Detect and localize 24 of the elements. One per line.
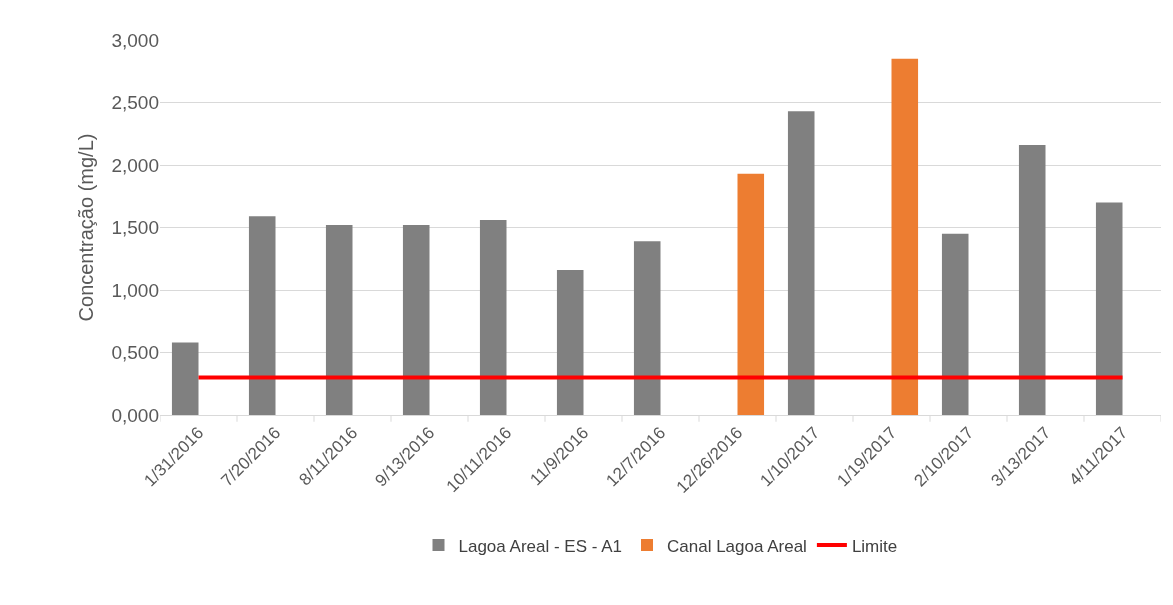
y-tick-label: 0,500: [111, 342, 159, 364]
bar: [891, 58, 919, 415]
bar: [1095, 202, 1123, 415]
bar: [556, 270, 584, 415]
bar: [787, 111, 815, 415]
y-tick-label: 3,000: [111, 29, 159, 51]
y-tick-label: 2,000: [111, 154, 159, 176]
y-tick-label: 2,500: [111, 92, 159, 114]
bar: [633, 241, 661, 415]
bar: [479, 220, 507, 415]
bar: [941, 233, 969, 415]
bar: [171, 342, 199, 415]
legend-label: Lagoa Areal - ES - A1: [458, 536, 622, 556]
legend-label: Canal Lagoa Areal: [667, 536, 807, 556]
bar: [325, 225, 353, 415]
y-tick-label: 1,000: [111, 279, 159, 301]
y-tick-label: 0,000: [111, 404, 159, 426]
bar: [737, 173, 765, 415]
bar: [402, 225, 430, 415]
bar: [1018, 145, 1046, 415]
y-axis-title: Concentração (mg/L): [74, 133, 97, 322]
bar: [248, 216, 276, 415]
legend-label: Limite: [851, 536, 898, 556]
y-tick-label: 1,500: [111, 217, 159, 239]
